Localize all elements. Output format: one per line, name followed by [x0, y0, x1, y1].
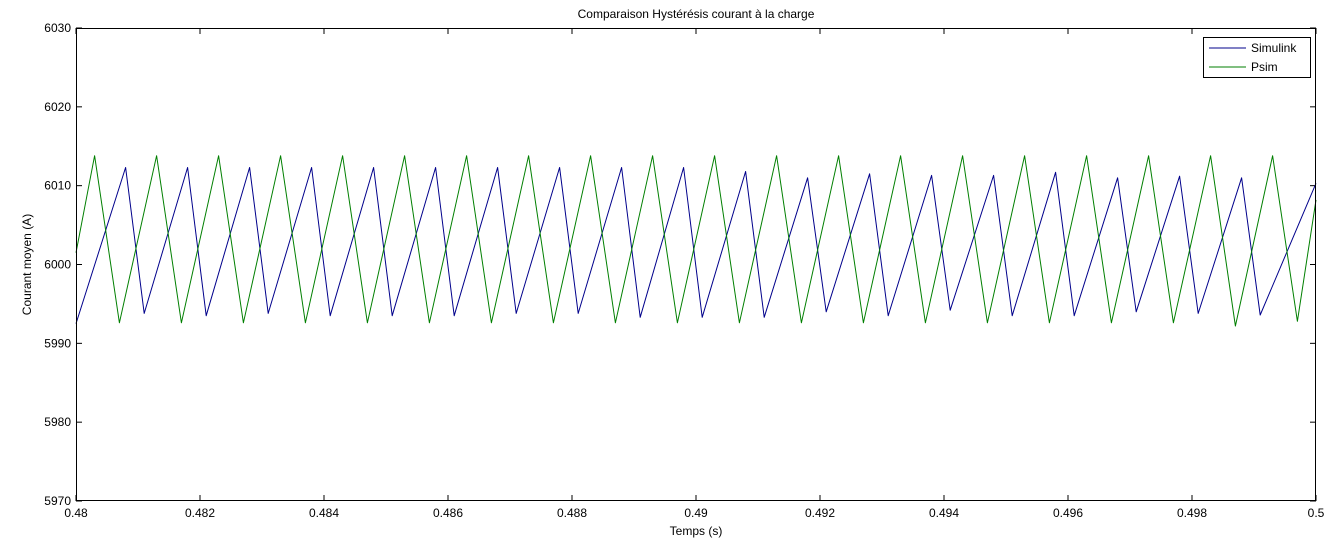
plot-frame — [76, 28, 1316, 501]
legend-label-psim: Psim — [1251, 60, 1278, 74]
x-tick-label: 0.484 — [309, 506, 339, 520]
x-tick-label: 0.498 — [1177, 506, 1207, 520]
x-tick-label: 0.48 — [64, 506, 88, 520]
series-line-simulink — [75, 167, 1317, 324]
y-tick-label: 5970 — [44, 494, 71, 508]
x-tick-label: 0.492 — [805, 506, 835, 520]
legend[interactable]: Simulink Psim — [1203, 37, 1311, 78]
y-tick-label: 6030 — [44, 21, 71, 35]
legend-box — [1203, 37, 1311, 78]
chart-title: Comparaison Hystérésis courant à la char… — [578, 7, 815, 21]
x-tick-label: 0.482 — [185, 506, 215, 520]
y-axis-title: Courant moyen (A) — [20, 214, 34, 315]
x-tick-label: 0.488 — [557, 506, 587, 520]
y-tick-label: 5980 — [44, 415, 71, 429]
series-line-psim — [75, 155, 1317, 327]
legend-label-simulink: Simulink — [1251, 41, 1297, 55]
y-tick-label: 6000 — [44, 258, 71, 272]
x-tick-label: 0.49 — [684, 506, 708, 520]
y-tick-label: 6020 — [44, 100, 71, 114]
x-tick-label: 0.486 — [433, 506, 463, 520]
x-tick-label: 0.5 — [1308, 506, 1325, 520]
y-tick-label: 6010 — [44, 179, 71, 193]
series-layer — [75, 155, 1317, 327]
x-axis-title: Temps (s) — [670, 524, 723, 538]
x-tick-label: 0.496 — [1053, 506, 1083, 520]
x-tick-label: 0.494 — [929, 506, 959, 520]
ticks-layer: 0.48 0.482 0.484 0.486 0.488 0.49 0.492 0.494 0.… — [44, 21, 1324, 520]
y-tick-label: 5990 — [44, 336, 71, 350]
